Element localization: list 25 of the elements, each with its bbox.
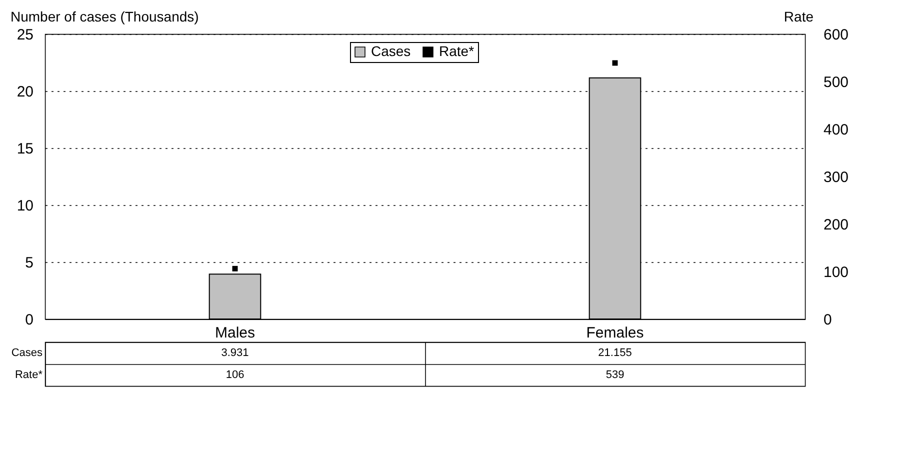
x-tick-label: Females: [586, 324, 644, 342]
y2-tick-label: 300: [824, 169, 849, 186]
y2-tick-label: 600: [824, 26, 849, 44]
y2-tick-label: 0: [824, 312, 832, 328]
y2-tick-label: 100: [824, 264, 849, 281]
legend-label: Cases: [371, 43, 411, 59]
y-axis-title: Number of cases (Thousands): [10, 8, 199, 24]
text: Cases: [11, 347, 42, 359]
y2-tick-label: 400: [824, 122, 849, 138]
data-label: 539: [606, 369, 624, 381]
y-tick-label: 15: [16, 140, 34, 158]
data-label: 21.155: [598, 347, 632, 359]
data-label: 106: [226, 369, 244, 381]
y2-axis-title: Rate: [784, 8, 814, 24]
y-tick-label: 20: [16, 84, 34, 100]
y-tick-label: 25: [16, 26, 34, 44]
data-label: 3.931: [221, 347, 249, 359]
text: Rate*: [14, 369, 42, 381]
y2-tick-label: 500: [824, 74, 849, 91]
x-tick-label: Males: [214, 324, 256, 342]
y-tick-label: 5: [25, 254, 34, 272]
y-tick-label: 10: [16, 198, 34, 214]
legend-label: Rate*: [439, 43, 475, 59]
y2-tick-label: 200: [824, 216, 849, 234]
y-tick-label: 0: [25, 312, 34, 328]
